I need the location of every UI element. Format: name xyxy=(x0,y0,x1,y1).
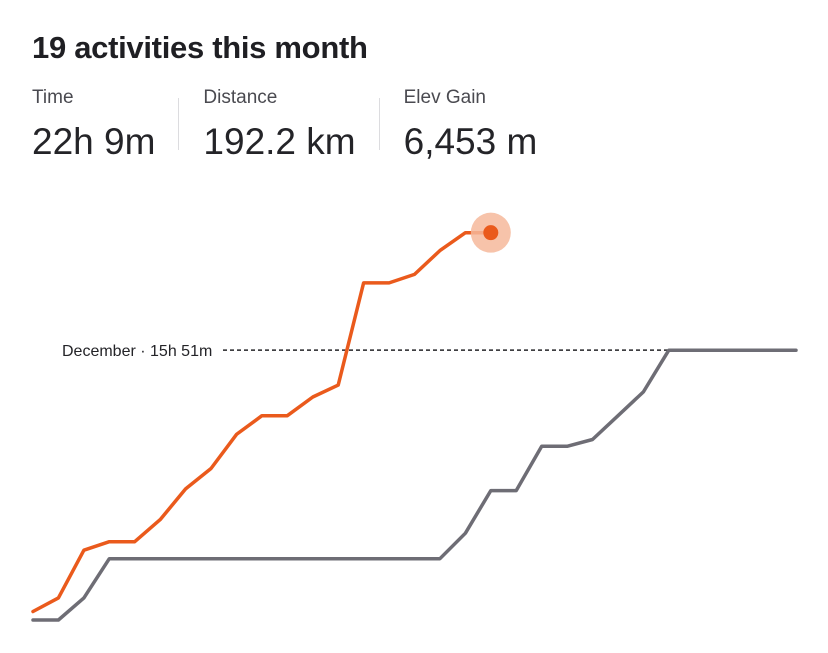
stat-distance: Distance 192.2 km xyxy=(203,86,380,162)
series-line-previous xyxy=(31,348,798,622)
stats-row: Time 22h 9m Distance 192.2 km Elev Gain … xyxy=(32,86,585,162)
reference-label: December · 15h 51m xyxy=(62,343,212,360)
stat-time: Time 22h 9m xyxy=(32,86,180,162)
reference-label-background xyxy=(58,338,223,363)
current-day-marker[interactable] xyxy=(483,225,499,241)
stat-distance-value: 192.2 km xyxy=(203,121,356,162)
stat-distance-label: Distance xyxy=(203,87,278,108)
stat-time-label: Time xyxy=(32,87,74,108)
stat-elev-gain-label: Elev Gain xyxy=(403,87,486,108)
stat-time-value: 22h 9m xyxy=(32,121,156,162)
page-title: 19 activities this month xyxy=(32,30,368,65)
stat-elev-gain: Elev Gain 6,453 m xyxy=(404,86,562,162)
series-line-current xyxy=(31,230,493,614)
stat-elev-gain-value: 6,453 m xyxy=(403,121,538,162)
